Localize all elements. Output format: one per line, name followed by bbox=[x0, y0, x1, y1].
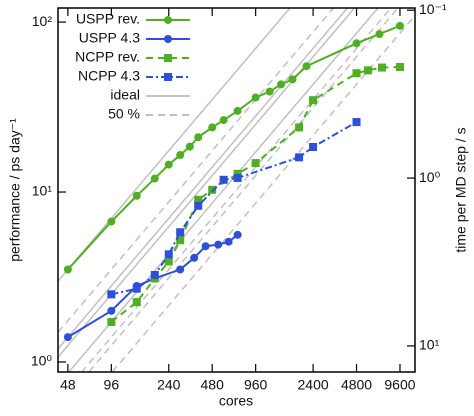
x-tick-label: 4800 bbox=[341, 377, 372, 393]
series-line bbox=[67, 234, 239, 338]
y-axis-label: performance / ps day⁻¹ bbox=[7, 118, 23, 262]
reference-line bbox=[58, 8, 356, 358]
data-point bbox=[224, 237, 233, 246]
x-tick-label: 48 bbox=[60, 377, 76, 393]
data-point bbox=[233, 230, 242, 239]
y2-tick-label: 10⁰ bbox=[419, 169, 441, 185]
legend-label: NCPP 4.3 bbox=[78, 68, 140, 84]
data-point bbox=[288, 75, 297, 84]
data-point bbox=[63, 333, 72, 342]
data-point bbox=[63, 265, 72, 274]
data-point bbox=[363, 66, 372, 75]
legend-label: ideal bbox=[110, 87, 140, 103]
data-point bbox=[208, 185, 217, 194]
data-point bbox=[194, 201, 203, 210]
legend-marker bbox=[164, 73, 172, 81]
data-point bbox=[132, 191, 141, 200]
data-point bbox=[164, 257, 173, 266]
data-point bbox=[352, 69, 361, 78]
x-tick-label: 960 bbox=[244, 377, 268, 393]
data-point bbox=[377, 63, 386, 72]
data-point bbox=[190, 253, 199, 262]
plot-frame bbox=[57, 7, 416, 373]
data-point bbox=[164, 250, 173, 259]
data-point bbox=[302, 62, 311, 71]
data-point bbox=[132, 284, 141, 293]
x-axis-label: cores bbox=[219, 393, 253, 409]
data-point bbox=[107, 306, 116, 315]
y-tick-label: 10² bbox=[32, 13, 53, 29]
legend-marker bbox=[164, 16, 172, 24]
reference-line bbox=[58, 8, 291, 282]
series-line bbox=[110, 66, 401, 323]
x-tick-label: 2400 bbox=[298, 377, 329, 393]
x-tick-label: 9600 bbox=[384, 377, 415, 393]
data-point bbox=[219, 175, 228, 184]
data-point bbox=[265, 87, 274, 96]
reference-line bbox=[58, 8, 349, 350]
data-point bbox=[132, 298, 141, 307]
x-tick-label: 480 bbox=[201, 377, 225, 393]
plot-area bbox=[58, 8, 415, 372]
data-point bbox=[395, 63, 404, 72]
legend-label: USPP 4.3 bbox=[79, 30, 140, 46]
data-point bbox=[219, 116, 228, 125]
data-point bbox=[208, 123, 217, 132]
y-tick-label: 10¹ bbox=[32, 183, 53, 199]
data-point bbox=[352, 118, 361, 127]
y2-tick-label: 10¹ bbox=[419, 337, 440, 353]
legend-label: USPP rev. bbox=[76, 11, 140, 27]
x-tick-label: 240 bbox=[157, 377, 181, 393]
legend-label: 50 % bbox=[108, 106, 140, 122]
y2-tick-label: 10⁻¹ bbox=[419, 1, 447, 17]
data-point bbox=[251, 159, 260, 168]
data-point bbox=[164, 160, 173, 169]
reference-line bbox=[80, 8, 392, 372]
reference-line bbox=[87, 8, 399, 372]
y-tick-label: 10⁰ bbox=[31, 353, 53, 369]
reference-line bbox=[111, 15, 415, 372]
data-point bbox=[277, 80, 286, 89]
data-point bbox=[352, 39, 361, 48]
data-point bbox=[233, 106, 242, 115]
data-point bbox=[295, 153, 304, 162]
data-point bbox=[107, 217, 116, 226]
data-point bbox=[214, 240, 223, 249]
data-point bbox=[233, 173, 242, 182]
data-point bbox=[309, 96, 318, 105]
data-point bbox=[185, 142, 194, 151]
legend-marker bbox=[164, 54, 172, 62]
data-point bbox=[176, 151, 185, 160]
series-line bbox=[111, 121, 358, 296]
data-point bbox=[233, 169, 242, 178]
data-point bbox=[194, 133, 203, 142]
data-point bbox=[150, 270, 159, 279]
legend-label: NCPP rev. bbox=[75, 49, 140, 65]
data-point bbox=[309, 143, 318, 152]
data-point bbox=[251, 93, 260, 102]
y2-axis-label: time per MD step / s bbox=[453, 127, 469, 252]
data-point bbox=[295, 123, 304, 132]
data-point bbox=[176, 236, 185, 245]
data-point bbox=[176, 228, 185, 237]
data-point bbox=[201, 242, 210, 251]
data-point bbox=[150, 174, 159, 183]
data-point bbox=[107, 317, 116, 326]
x-tick-label: 96 bbox=[104, 377, 120, 393]
data-point bbox=[176, 265, 185, 274]
data-point bbox=[194, 195, 203, 204]
legend-marker bbox=[164, 35, 172, 43]
data-point bbox=[395, 21, 404, 30]
data-point bbox=[107, 290, 116, 299]
data-point bbox=[375, 30, 384, 39]
